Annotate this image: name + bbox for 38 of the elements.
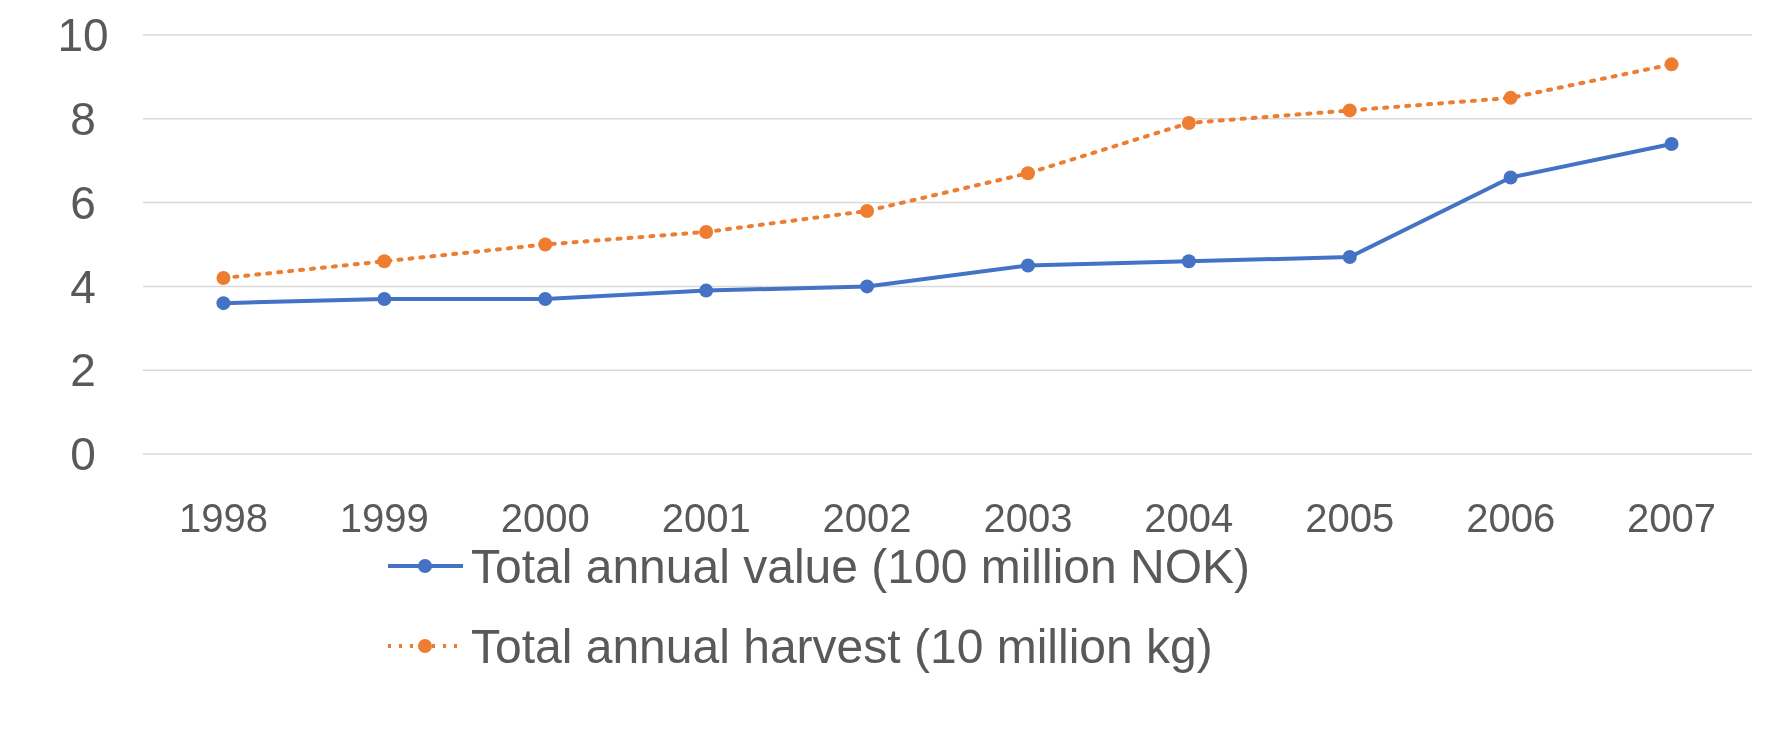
legend-label: Total annual harvest (10 million kg)	[471, 619, 1213, 673]
point	[860, 279, 875, 294]
point	[1664, 57, 1679, 72]
point	[538, 237, 553, 252]
point	[699, 283, 714, 298]
point	[860, 203, 875, 218]
point	[1342, 103, 1357, 118]
y-tick-label: 2	[70, 344, 96, 397]
point	[1503, 90, 1518, 105]
point	[1664, 136, 1679, 151]
x-tick-label: 2006	[1466, 496, 1556, 540]
point	[216, 296, 231, 311]
point	[1342, 250, 1357, 265]
y-tick-label: 8	[70, 92, 96, 145]
x-tick-label: 2005	[1305, 496, 1395, 540]
legend-label: Total annual value (100 million NOK)	[471, 539, 1251, 593]
x-tick-label: 2001	[661, 496, 751, 540]
y-tick-label: 0	[70, 428, 96, 481]
point	[699, 224, 714, 239]
point	[377, 291, 392, 306]
x-tick-label: 2004	[1144, 496, 1234, 540]
y-tick-label: 4	[70, 260, 96, 313]
point	[538, 291, 553, 306]
point	[1020, 258, 1035, 273]
point	[1020, 166, 1035, 181]
point	[1181, 115, 1196, 130]
point	[377, 254, 392, 269]
x-tick-label: 1999	[339, 496, 429, 540]
point	[1181, 254, 1196, 269]
x-tick-label: 1998	[178, 496, 268, 540]
point	[216, 271, 231, 286]
x-tick-label: 2003	[983, 496, 1073, 540]
x-tick-label: 2007	[1627, 496, 1717, 540]
y-tick-label: 6	[70, 176, 96, 229]
point	[1503, 170, 1518, 185]
x-tick-label: 2000	[500, 496, 590, 540]
y-tick-label: 10	[57, 9, 109, 62]
x-tick-label: 2002	[822, 496, 912, 540]
